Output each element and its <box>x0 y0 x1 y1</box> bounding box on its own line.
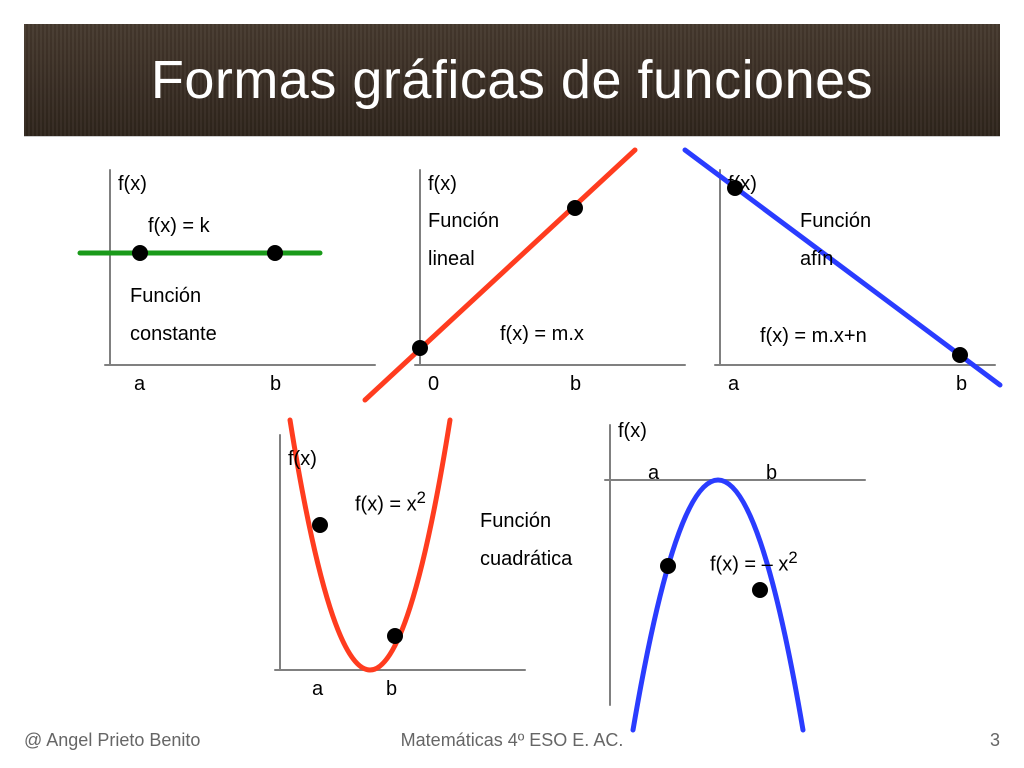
xtick-quaddown-b: b <box>766 462 777 485</box>
formula-quaddown: f(x) = – x2 <box>710 548 798 577</box>
xtick-quadup-a: a <box>312 678 323 701</box>
ylabel-constant: f(x) <box>118 173 147 196</box>
formula-constant: f(x) = k <box>148 215 210 238</box>
xtick-quadup-b: b <box>386 678 397 701</box>
name-quadratic-1: Función <box>480 510 551 533</box>
xtick-linear-b: b <box>570 373 581 396</box>
footer: @ Angel Prieto Benito Matemáticas 4º ESO… <box>0 730 1024 754</box>
formula-affine: f(x) = m.x+n <box>760 325 867 348</box>
xtick-constant-b: b <box>270 373 281 396</box>
footer-course: Matemáticas 4º ESO E. AC. <box>0 730 1024 751</box>
name-affine-1: Función <box>800 210 871 233</box>
page-title: Formas gráficas de funciones <box>151 49 873 111</box>
formula-quadup-sup: 2 <box>417 488 426 507</box>
xtick-affine-b: b <box>956 373 967 396</box>
name-constant-2: constante <box>130 323 217 346</box>
chart-affine <box>700 165 1000 405</box>
name-quadratic-2: cuadrática <box>480 548 572 571</box>
xtick-constant-a: a <box>134 373 145 396</box>
title-bar: Formas gráficas de funciones <box>24 24 1000 136</box>
formula-quaddown-sup: 2 <box>788 548 797 567</box>
name-linear-1: Función <box>428 210 499 233</box>
chart-linear <box>400 165 690 405</box>
formula-quadup: f(x) = x2 <box>355 488 426 517</box>
name-affine-2: afín <box>800 248 833 271</box>
panel-linear: f(x) Función lineal f(x) = m.x 0 b <box>400 165 690 405</box>
ylabel-quadup: f(x) <box>288 448 317 471</box>
ylabel-linear: f(x) <box>428 173 457 196</box>
xtick-affine-a: a <box>728 373 739 396</box>
ylabel-quaddown: f(x) <box>618 420 647 443</box>
xtick-linear-0: 0 <box>428 373 439 396</box>
panel-constant: f(x) f(x) = k Función constante a b <box>90 165 380 395</box>
name-constant-1: Función <box>130 285 201 308</box>
panel-affine: f(x) Función afín f(x) = m.x+n a b <box>700 165 1000 405</box>
panel-quadratic-down: f(x) a b f(x) = – x2 <box>590 420 870 710</box>
formula-quadup-base: f(x) = x <box>355 494 417 516</box>
name-linear-2: lineal <box>428 248 475 271</box>
page-number: 3 <box>990 730 1000 751</box>
formula-quaddown-base: f(x) = – x <box>710 554 788 576</box>
xtick-quaddown-a: a <box>648 462 659 485</box>
ylabel-affine: f(x) <box>728 173 757 196</box>
chart-constant <box>90 165 380 395</box>
formula-linear: f(x) = m.x <box>500 323 584 346</box>
